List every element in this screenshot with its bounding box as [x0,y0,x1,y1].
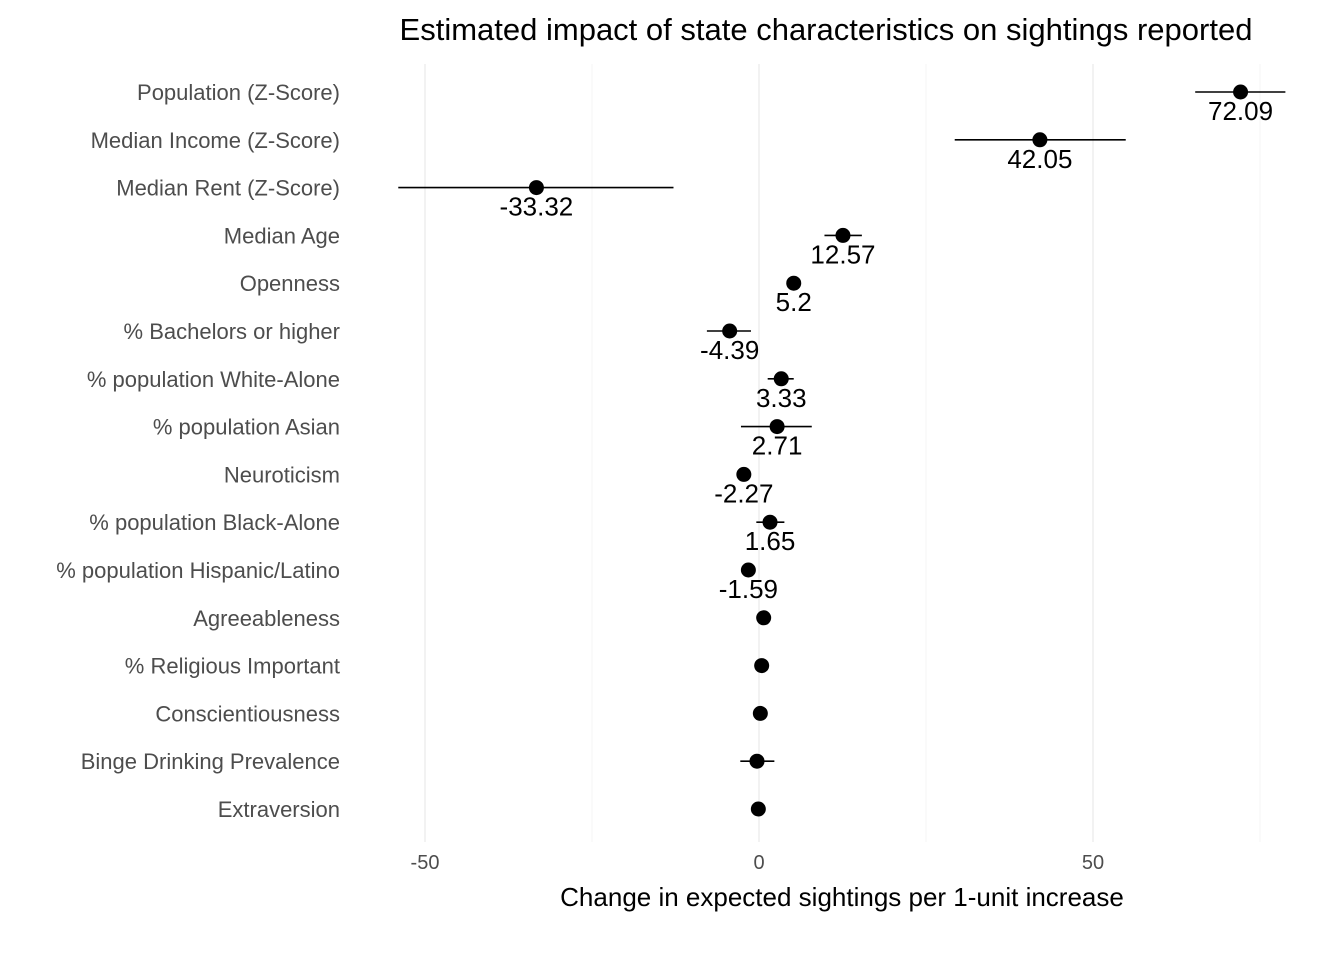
estimate-point [754,658,770,674]
data-label: 72.09 [1208,96,1273,126]
data-label: 1.65 [745,526,796,556]
data-label: 5.2 [776,287,812,317]
category-label: Neuroticism [224,462,340,487]
estimate-point [835,227,851,243]
category-label: Conscientiousness [155,701,340,726]
category-label: % population Hispanic/Latino [56,558,340,583]
category-label: Population (Z-Score) [137,80,340,105]
data-label: 2.71 [752,431,803,461]
estimate-point [750,801,766,817]
estimate-point [786,275,802,291]
chart-title: Estimated impact of state characteristic… [400,12,1253,47]
category-label: % Religious Important [125,654,340,679]
estimate-point [762,514,778,530]
category-label: Openness [240,271,340,296]
data-labels: 72.09 42.05 -33.32 12.57 5.2 -4.39 3.33 2.71 -2.… [500,96,1274,604]
grid-lines [424,64,1261,842]
estimate-point [736,466,752,482]
category-label: Agreeableness [193,606,340,631]
category-label: % population Black-Alone [89,510,340,535]
category-label: Extraversion [218,797,340,822]
data-label: -33.32 [500,192,574,222]
x-axis-title: Change in expected sightings per 1-unit … [560,882,1124,912]
x-tick-label: 50 [1082,852,1104,874]
x-tick-label: 0 [753,852,764,874]
category-label: Median Age [224,223,340,248]
x-tick-label: -50 [411,852,440,874]
estimate-point [528,180,544,196]
estimate-point [749,753,765,769]
data-label: -2.27 [714,478,773,508]
category-label: Median Rent (Z-Score) [116,176,340,201]
category-label: % Bachelors or higher [124,319,340,344]
category-axis-labels: Population (Z-Score) Median Income (Z-Sco… [56,80,340,822]
estimate-point [756,610,772,626]
estimate-point [773,371,789,387]
data-label: -4.39 [700,335,759,365]
estimate-point [1233,84,1249,100]
data-label: -1.59 [719,574,778,604]
estimate-point [722,323,738,339]
category-label: Median Income (Z-Score) [91,128,340,153]
estimate-point [1032,132,1048,148]
category-label: Binge Drinking Prevalence [81,749,340,774]
estimate-point [769,419,785,435]
estimate-points [528,84,1249,817]
category-label: % population White-Alone [87,367,340,392]
estimate-point [740,562,756,578]
data-label: 3.33 [756,383,807,413]
x-axis-tick-labels: -50 0 50 [411,852,1105,874]
category-label: % population Asian [153,415,340,440]
estimate-point [752,705,768,721]
data-label: 12.57 [810,239,875,269]
data-label: 42.05 [1007,144,1072,174]
